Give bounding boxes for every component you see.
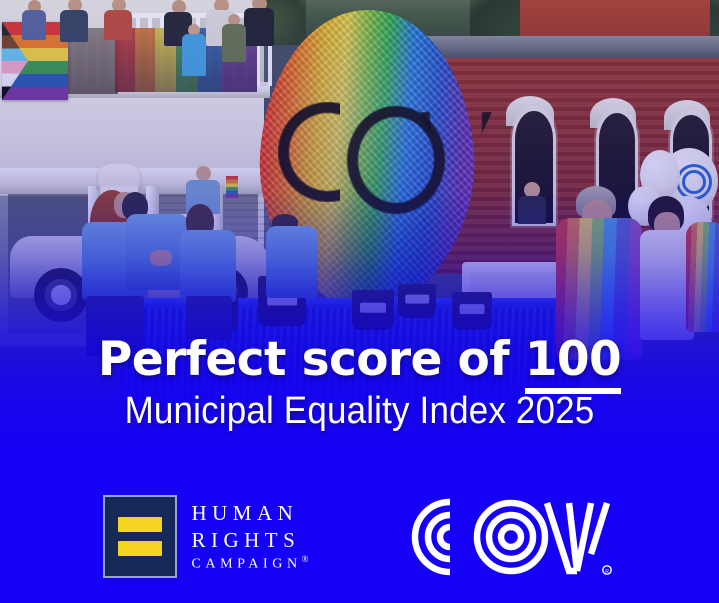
- float-bucket: [352, 290, 394, 330]
- equals-bar-bottom: [118, 541, 163, 556]
- headline-primary: Perfect score of 100: [0, 332, 719, 394]
- hrc-word-campaign-text: CAMPAIGN: [191, 556, 302, 572]
- child-body: [182, 34, 206, 76]
- hrc-equals-sign-icon: [103, 495, 178, 578]
- registered-mark-letter: R: [605, 569, 609, 575]
- hrc-word-human: HUMAN: [191, 500, 299, 525]
- rainbow-shirt: [686, 222, 719, 332]
- headline-secondary: Municipal Equality Index 2025: [124, 389, 595, 432]
- marcher-shirt: [180, 230, 236, 302]
- equals-bar-top: [118, 517, 163, 532]
- headline-primary-prefix: Perfect score of: [97, 332, 525, 387]
- spectator-body: [222, 24, 246, 62]
- logo-footer-band: HUMAN RIGHTS CAMPAIGN®: [0, 470, 719, 603]
- float-bucket: [452, 292, 492, 330]
- hrc-wordmark: HUMAN RIGHTS CAMPAIGN®: [191, 500, 308, 573]
- registered-mark: ®: [301, 553, 309, 564]
- cov-concentric-wordmark-icon: R: [411, 498, 612, 575]
- small-pride-flag: [226, 176, 238, 198]
- car-wheel: [34, 268, 88, 322]
- spectator-body: [104, 10, 132, 40]
- marcher-shirt: [266, 226, 318, 298]
- headline-block: Perfect score of 100 Municipal Equality …: [0, 332, 719, 432]
- hrc-word-campaign: CAMPAIGN®: [191, 554, 308, 574]
- float-bucket: [398, 284, 436, 318]
- spectator-body: [60, 10, 88, 42]
- person-torso: [518, 196, 546, 224]
- hrc-logo-lockup[interactable]: HUMAN RIGHTS CAMPAIGN®: [103, 495, 309, 578]
- cov-balloon-logo-icon: [682, 170, 706, 194]
- hrc-word-rights: RIGHTS: [191, 527, 301, 552]
- spectator-head: [196, 166, 211, 181]
- registered-mark-circle: [601, 564, 612, 575]
- score-value: 100: [524, 332, 622, 394]
- marcher-hand: [150, 250, 172, 266]
- spectator-body: [22, 10, 46, 40]
- cov-logo-lockup[interactable]: R: [401, 494, 616, 580]
